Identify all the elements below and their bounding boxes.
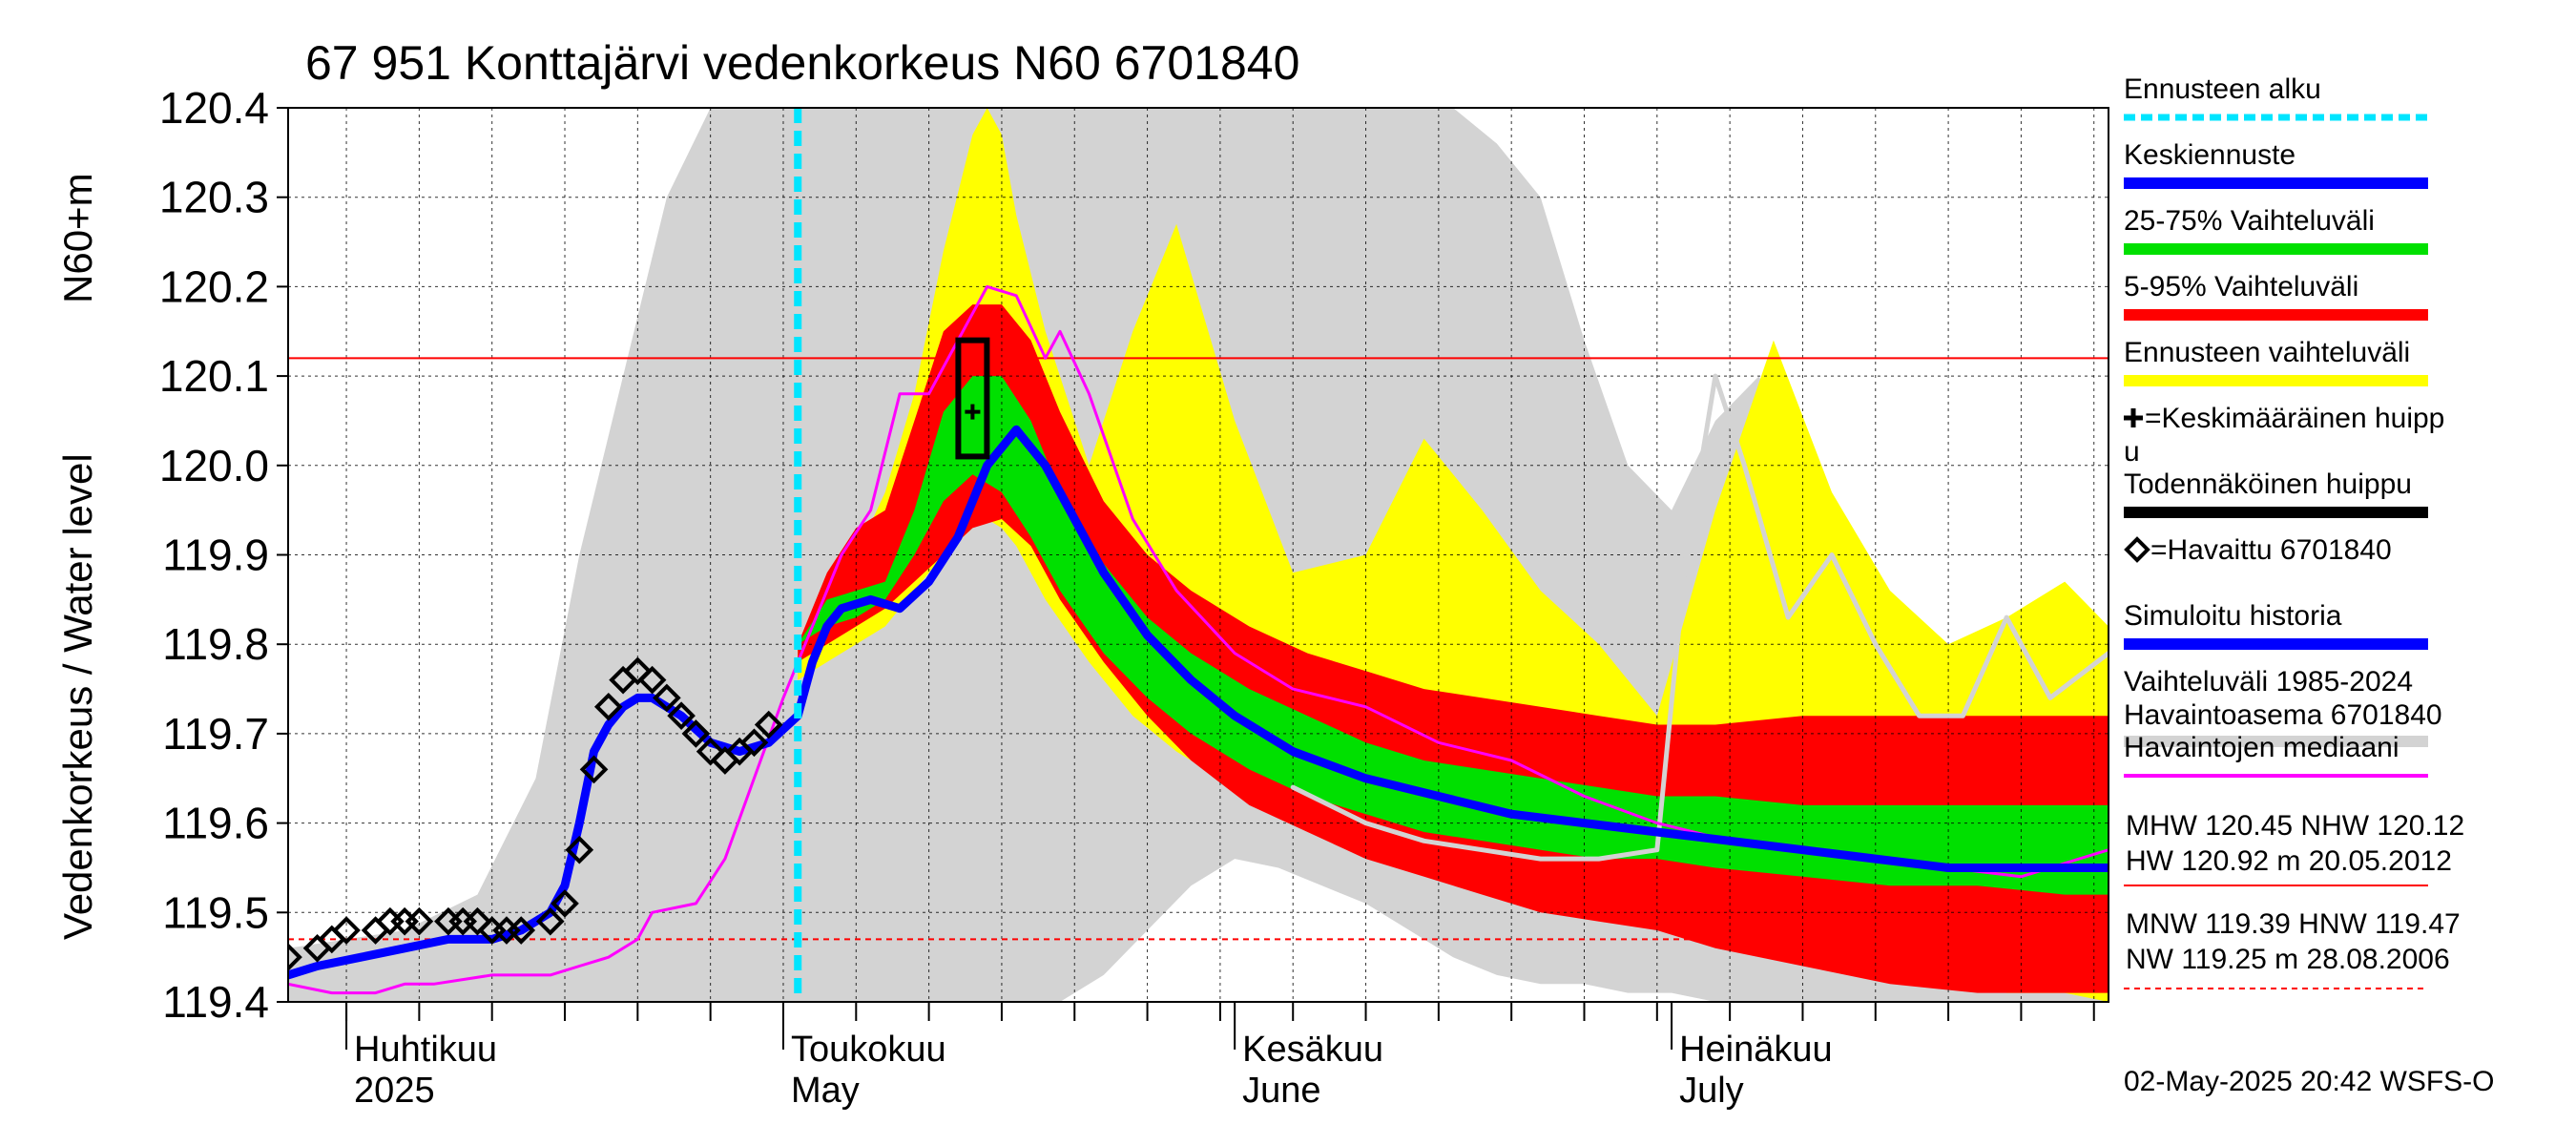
y-axis-label: Vedenkorkeus / Water level [55, 453, 100, 940]
legend-label-8: Simuloitu historia [2124, 600, 2342, 632]
observed-point-13 [507, 916, 536, 945]
x-month-sub-label-0: 2025 [354, 1071, 435, 1111]
legend-label-2: 25-75% Vaihteluväli [2124, 205, 2375, 237]
legend-label-cont-5: u [2124, 436, 2140, 468]
x-month-label-0: Huhtikuu [354, 1030, 497, 1070]
stat-low-1: MNW 119.39 HNW 119.47 [2126, 908, 2461, 940]
observed-point-21 [637, 665, 667, 695]
observed-point-17 [579, 755, 609, 784]
y-tick-label-5: 119.9 [162, 531, 269, 580]
observed-point-15 [551, 889, 579, 918]
legend-label-4: Ennusteen vaihteluväli [2124, 337, 2410, 368]
y-tick-label-9: 120.3 [159, 173, 269, 222]
y-tick-label-2: 119.6 [162, 799, 269, 848]
observed-point-7 [405, 906, 434, 936]
axes-layer: 119.4 119.5 119.6 119.7 119.8 119.9 120.0 120.1… [159, 83, 2095, 1111]
stat-high-1: MHW 120.45 NHW 120.12 [2126, 810, 2464, 842]
stat-high-2: HW 120.92 m 20.05.2012 [2126, 845, 2452, 877]
legend-label-9: Vaihteluväli 1985-2024 [2124, 666, 2413, 697]
observed-points [288, 656, 783, 971]
x-month-label-2: Kesäkuu [1242, 1030, 1383, 1070]
band-25-75 [798, 376, 2109, 895]
legend-label-7: =Havaittu 6701840 [2150, 534, 2392, 566]
series-line-0 [1290, 373, 2109, 862]
observed-point-28 [739, 728, 769, 758]
chart-title: 67 951 Konttajärvi vedenkorkeus N60 6701… [305, 36, 1299, 90]
grid-layer [288, 108, 2109, 1002]
x-month-sub-label-3: July [1679, 1071, 1744, 1111]
observed-point-14 [535, 906, 565, 936]
observed-point-3 [332, 916, 361, 945]
x-month-label-1: Toukokuu [791, 1030, 946, 1070]
y-tick-label-8: 120.2 [159, 261, 269, 311]
footer-timestamp: 02-May-2025 20:42 WSFS-O [2124, 1066, 2495, 1097]
observed-point-5 [376, 906, 405, 936]
legend-label-5: =Keskimääräinen huipp [2145, 403, 2444, 434]
observed-point-16 [565, 835, 594, 864]
legend-label-3: 5-95% Vaihteluväli [2124, 271, 2358, 302]
band-25-75-layer [798, 376, 2109, 895]
plot-area [288, 108, 2109, 1002]
x-month-label-3: Heinäkuu [1679, 1030, 1833, 1070]
observed-point-22 [653, 683, 681, 713]
observed-point-23 [667, 701, 696, 730]
y-axis-unit: N60+m [55, 173, 100, 303]
observed-point-20 [623, 656, 653, 686]
y-tick-label-6: 120.0 [159, 441, 269, 490]
observed-point-10 [463, 906, 492, 936]
peak-box-layer [955, 337, 990, 460]
y-tick-label-4: 119.8 [162, 619, 269, 669]
legend-marker-diamond [2124, 536, 2150, 563]
y-tick-label-7: 120.1 [159, 351, 269, 401]
observed-point-0 [288, 943, 302, 971]
legend-label-cont-9: Havaintoasema 6701840 [2124, 699, 2442, 731]
observed-point-18 [593, 692, 623, 721]
x-month-sub-label-1: May [791, 1071, 860, 1111]
legend-label-10: Havaintojen mediaani [2124, 732, 2399, 763]
legend-label-1: Keskiennuste [2124, 139, 2296, 171]
y-tick-label-0: 119.4 [162, 977, 269, 1027]
x-month-sub-label-2: June [1242, 1071, 1320, 1111]
observed-point-25 [696, 737, 725, 766]
observed-point-24 [681, 719, 711, 748]
legend-label-0: Ennusteen alku [2124, 73, 2321, 105]
observed-point-29 [754, 710, 783, 739]
y-tick-label-3: 119.7 [162, 709, 269, 759]
legend-label-6: Todennäköinen huippu [2124, 468, 2412, 500]
legend: Ennusteen alku Keskiennuste 25-75% Vaihtel… [2124, 73, 2444, 778]
probable-peak-box [955, 337, 990, 460]
stat-low-2: NW 119.25 m 28.08.2006 [2126, 944, 2450, 975]
y-tick-label-1: 119.5 [162, 887, 269, 937]
reference-lines [288, 357, 2109, 941]
y-tick-label-10: 120.4 [159, 83, 269, 133]
